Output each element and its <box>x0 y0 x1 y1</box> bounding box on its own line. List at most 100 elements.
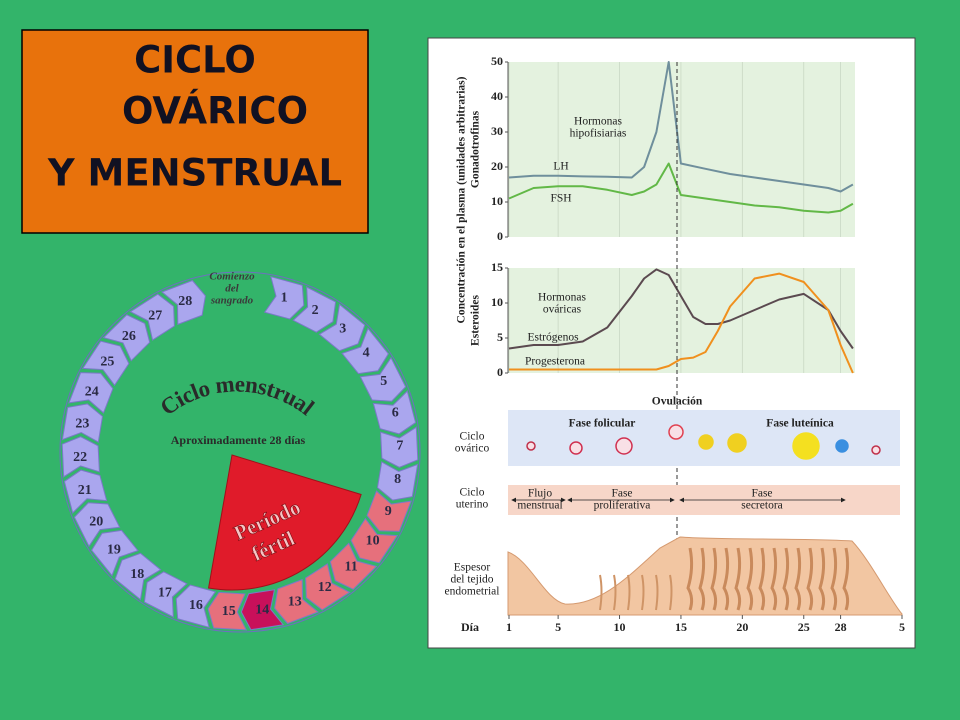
y-tick-label: 50 <box>491 54 503 68</box>
phase-label: proliferativa <box>594 500 651 512</box>
day-segment <box>207 591 248 631</box>
x-tick-label: 20 <box>736 620 748 634</box>
day-number: 19 <box>107 543 121 558</box>
day-segment <box>380 426 419 468</box>
day-segment <box>359 356 407 402</box>
day-number: 2 <box>312 303 319 318</box>
row-label: uterino <box>456 499 489 511</box>
series-label: Progesterona <box>525 356 585 368</box>
day-segment <box>175 584 217 629</box>
endometrium <box>507 536 903 616</box>
gland <box>770 547 778 611</box>
y-tick-label: 10 <box>491 295 503 309</box>
day-number: 15 <box>222 604 236 619</box>
day-segment <box>129 293 175 341</box>
row-label: del tejido <box>450 574 493 586</box>
day-number: 26 <box>122 329 136 344</box>
day-number: 6 <box>392 406 399 421</box>
follicle-icon <box>727 433 747 453</box>
phase-label: Fase <box>751 488 772 500</box>
follicle-icon <box>569 441 583 455</box>
day-segment <box>329 542 378 590</box>
x-tick-label: 5 <box>555 620 561 634</box>
day-segment <box>61 436 100 478</box>
gland <box>669 574 673 611</box>
gland <box>842 547 850 611</box>
chart-annotation: Hormonas <box>574 116 622 128</box>
follicle-icon <box>668 424 684 440</box>
day-number: 23 <box>75 416 89 431</box>
gland <box>806 547 814 611</box>
wheel-subtitle: Aproximadamente 28 días <box>171 433 306 447</box>
title-line: Y MENSTRUAL <box>47 152 342 195</box>
phase-label: menstrual <box>517 500 562 512</box>
y-tick-label: 30 <box>491 124 503 138</box>
day-segment <box>263 275 305 320</box>
y-tick-label: 40 <box>491 89 503 103</box>
y-tick-label: 10 <box>491 194 503 208</box>
day-number: 7 <box>396 439 403 454</box>
y-tick-label: 15 <box>491 260 503 274</box>
day-segment <box>376 461 419 501</box>
row-label: Ciclo <box>460 431 485 443</box>
phase-label: Flujo <box>528 488 553 500</box>
day-number: 22 <box>73 450 87 465</box>
gland <box>794 547 802 611</box>
day-segment <box>161 279 206 326</box>
fertile-sector <box>207 454 362 591</box>
chart-y-label: Esteroides <box>470 295 482 346</box>
title-line: OVÁRICO <box>122 89 308 133</box>
day-segment <box>292 286 337 333</box>
title-box <box>21 29 369 234</box>
day-number: 27 <box>148 309 162 324</box>
gland <box>686 547 694 611</box>
gland <box>746 547 754 611</box>
series-label: LH <box>553 161 568 173</box>
day-number: 10 <box>366 534 380 549</box>
x-tick-label: 10 <box>614 620 626 634</box>
start-label: sangrado <box>210 295 254 307</box>
day-segment <box>372 390 417 435</box>
day-segment <box>63 469 108 514</box>
day-number: 3 <box>339 322 346 337</box>
day-segment <box>274 578 319 625</box>
day-segment <box>61 403 104 443</box>
follicle-icon <box>698 434 714 450</box>
day-segment <box>341 327 390 375</box>
follicle-icon <box>871 445 881 455</box>
start-label: del <box>225 283 239 295</box>
x-tick-label: 15 <box>675 620 687 634</box>
y-tick-label: 5 <box>497 330 503 344</box>
day-number: 28 <box>178 294 192 309</box>
ovulation-label: Ovulación <box>652 396 703 408</box>
day-segment <box>68 372 114 414</box>
chart-annotation: Hormonas <box>538 292 586 304</box>
x-tick-label: 25 <box>798 620 810 634</box>
y-tick-label: 20 <box>491 159 503 173</box>
gland <box>734 547 742 611</box>
start-label: Comienzo <box>209 271 255 283</box>
gland <box>655 574 659 611</box>
day-number: 11 <box>344 559 357 574</box>
follicle-icon <box>835 439 849 453</box>
day-number: 25 <box>100 355 114 370</box>
x-tick-label: 1 <box>506 620 512 634</box>
series-line <box>508 61 854 193</box>
day-number: 8 <box>394 472 401 487</box>
day-segment <box>102 314 151 362</box>
chart-y-label: Gonadotrofinas <box>470 110 482 188</box>
chart-annotation: hipofisiarias <box>570 128 627 140</box>
day-segment <box>240 589 285 631</box>
gland <box>722 547 730 611</box>
day-number: 1 <box>281 290 288 305</box>
day-segment <box>305 563 351 611</box>
day-number: 17 <box>158 586 172 601</box>
series-line <box>508 268 854 350</box>
day-segment <box>143 571 188 618</box>
day-number: 21 <box>78 483 92 498</box>
hormone-panel: Concentración en el plasma (unidades arb… <box>445 54 905 634</box>
gland <box>613 574 617 611</box>
chart-annotation: ováricas <box>543 304 582 316</box>
day-number: 13 <box>288 595 302 610</box>
